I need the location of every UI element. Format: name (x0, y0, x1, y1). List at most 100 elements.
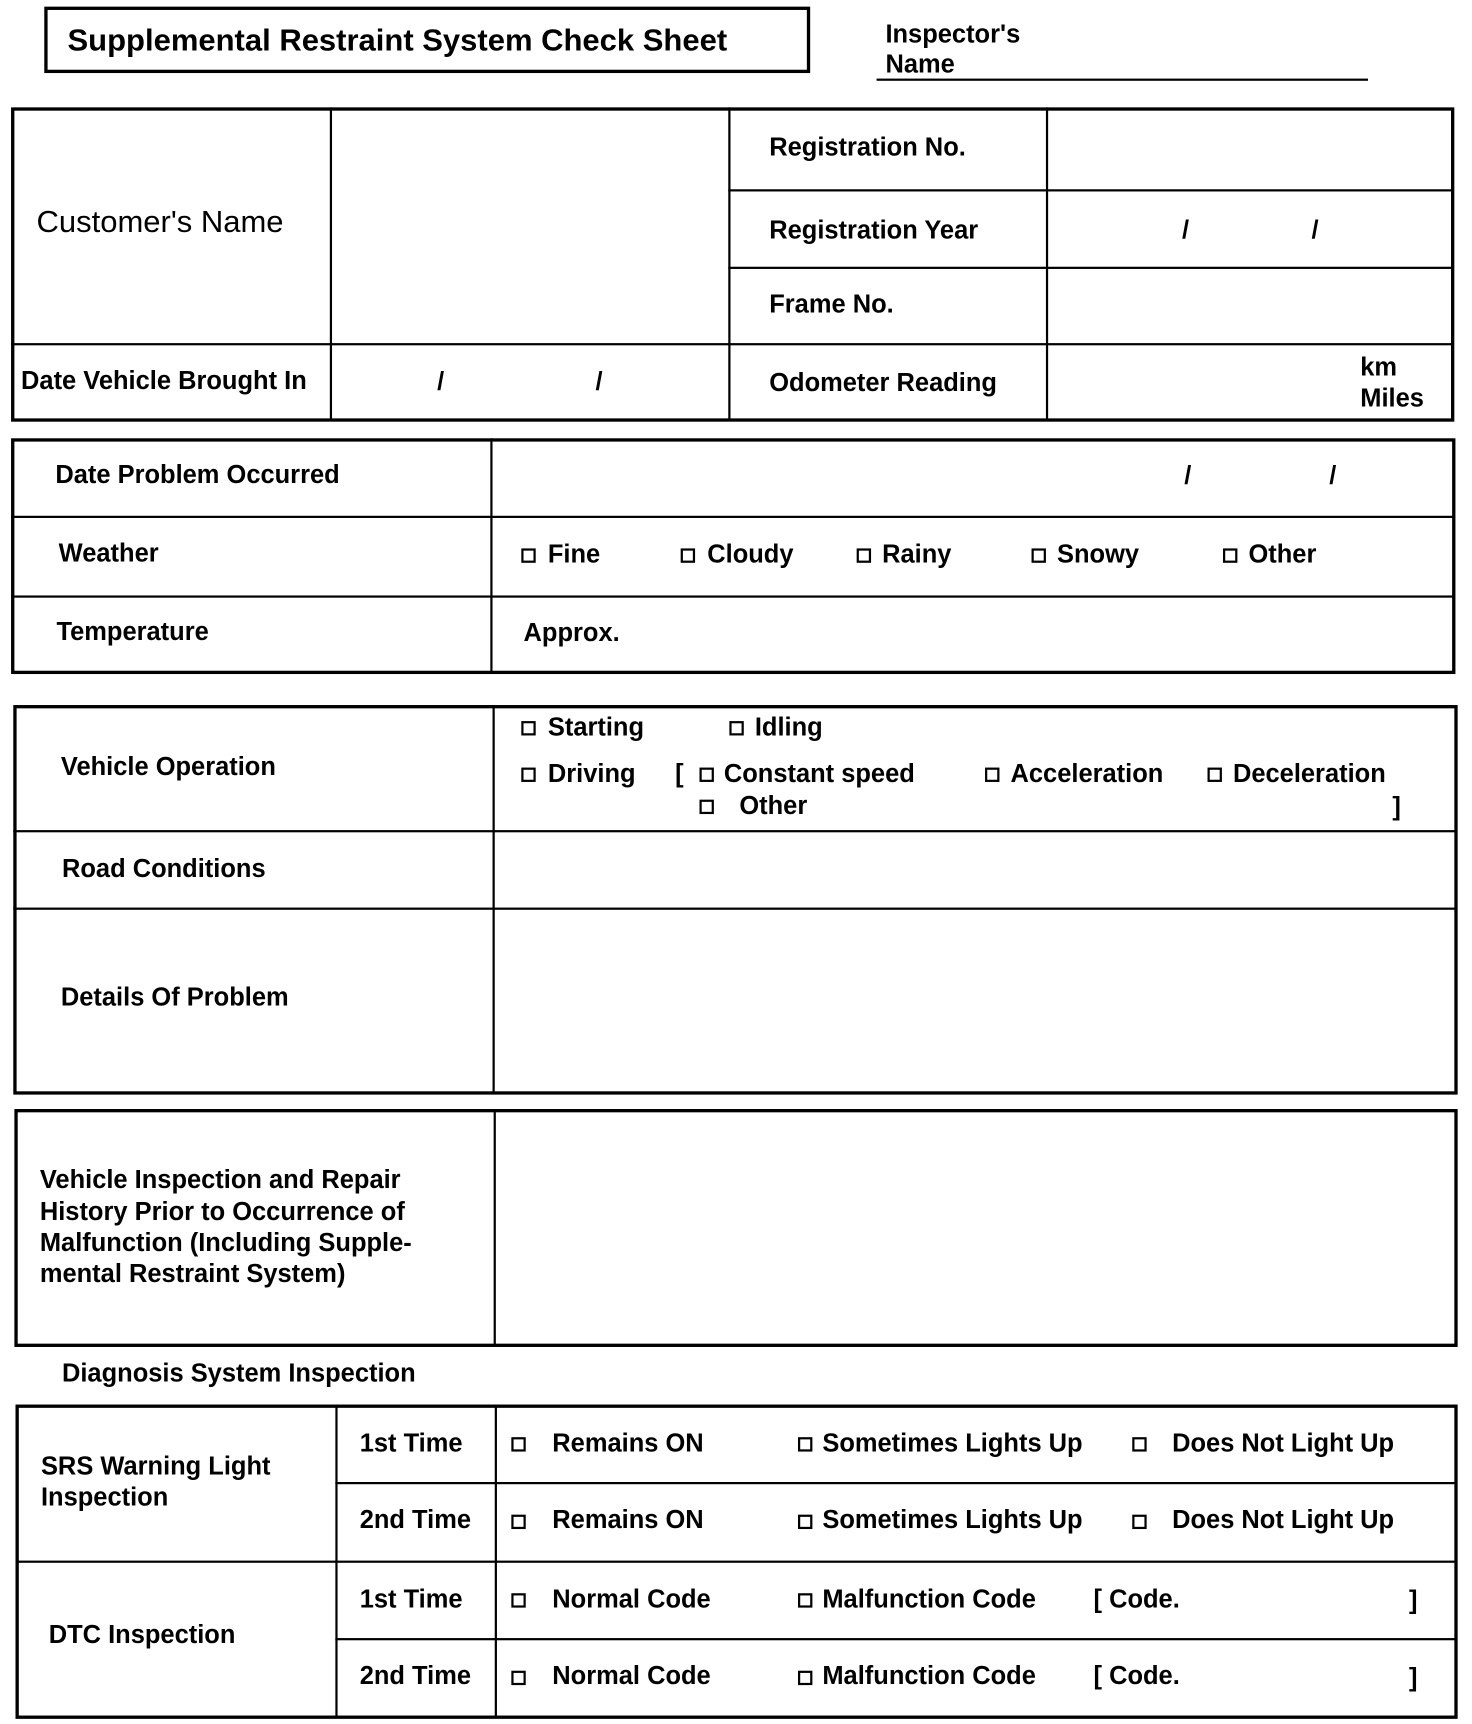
operation-other-option: Other (739, 790, 808, 820)
checkbox-does-not[interactable] (1132, 1437, 1147, 1452)
checkbox-does-not[interactable] (1132, 1514, 1147, 1530)
vehicle-info-table (11, 107, 1455, 422)
weather-cloudy: Cloudy (707, 539, 794, 569)
customer-name-label: Customer's Name (36, 204, 284, 239)
constant-speed-option: Constant speed (723, 758, 915, 788)
checkbox-driving[interactable] (521, 767, 536, 782)
deceleration-option: Deceleration (1232, 758, 1386, 788)
checkbox-rainy[interactable] (856, 548, 872, 563)
slash: / (1311, 215, 1319, 244)
checkbox-normal-code[interactable] (511, 1593, 526, 1608)
sometimes-lights-up: Sometimes Lights Up (822, 1504, 1083, 1534)
divider (492, 705, 495, 1094)
unit-km: km (1360, 352, 1398, 382)
inspector-label-2: Name (885, 49, 955, 78)
srs-first-time: 1st Time (359, 1428, 463, 1457)
close-bracket: ] (1408, 1662, 1418, 1692)
divider (493, 1109, 496, 1346)
slash: / (1184, 460, 1192, 490)
weather-label: Weather (58, 538, 159, 568)
srs-label-2: Inspection (40, 1482, 169, 1512)
dtc-second-time: 2nd Time (359, 1660, 471, 1690)
slash: / (1182, 215, 1190, 244)
frame-no-label: Frame No. (769, 289, 894, 319)
weather-fine: Fine (547, 539, 601, 569)
inspector-name-field[interactable] (876, 78, 1369, 81)
does-not-light-up: Does Not Light Up (1172, 1428, 1395, 1457)
checkbox-idling[interactable] (729, 721, 744, 736)
divider (13, 830, 1457, 833)
code-field[interactable]: [ Code. (1093, 1584, 1180, 1613)
starting-option: Starting (547, 712, 645, 741)
divider (335, 1482, 1457, 1485)
dtc-label: DTC Inspection (48, 1619, 236, 1649)
open-bracket: [ (675, 758, 684, 788)
page-title: Supplemental Restraint System Check Shee… (67, 22, 728, 58)
slash: / (595, 366, 603, 396)
remains-on: Remains ON (552, 1428, 704, 1457)
close-bracket: ] (1408, 1585, 1418, 1615)
divider (15, 1560, 1457, 1563)
date-occurred-label: Date Problem Occurred (55, 459, 340, 489)
date-brought-in-label: Date Vehicle Brought In (21, 365, 307, 395)
divider (335, 1638, 1457, 1641)
code-field[interactable]: [ Code. (1093, 1660, 1180, 1690)
odometer-label: Odometer Reading (769, 367, 997, 397)
registration-year-label: Registration Year (769, 215, 979, 244)
checkbox-normal-code[interactable] (511, 1670, 526, 1686)
history-label: History Prior to Occurrence of (39, 1196, 405, 1226)
history-label: mental Restraint System) (39, 1258, 346, 1288)
checkbox-remains-on[interactable] (511, 1437, 526, 1452)
remains-on: Remains ON (552, 1504, 704, 1534)
checkbox-malfunction-code[interactable] (798, 1670, 813, 1686)
acceleration-option: Acceleration (1010, 758, 1164, 788)
details-label: Details Of Problem (60, 982, 289, 1011)
operation-table (13, 705, 1458, 1095)
divider (329, 107, 333, 421)
checkbox-constant-speed[interactable] (699, 767, 714, 782)
sometimes-lights-up: Sometimes Lights Up (822, 1428, 1083, 1457)
checkbox-acceleration[interactable] (985, 767, 1000, 782)
divider (1045, 107, 1049, 421)
weather-snowy: Snowy (1056, 539, 1140, 569)
weather-other: Other (1248, 539, 1317, 569)
weather-rainy: Rainy (882, 539, 952, 569)
checkbox-other[interactable] (1223, 548, 1238, 563)
slash: / (437, 366, 445, 396)
registration-no-label: Registration No. (769, 132, 966, 161)
checkbox-fine[interactable] (521, 548, 536, 563)
divider (728, 189, 1454, 192)
slash: / (1329, 460, 1337, 490)
divider (13, 907, 1457, 910)
temperature-label: Temperature (56, 616, 209, 646)
approx-label: Approx. (523, 617, 620, 647)
checkbox-malfunction-code[interactable] (798, 1593, 813, 1608)
history-label: Malfunction (Including Supple- (39, 1227, 412, 1257)
divider (728, 107, 731, 421)
checkbox-snowy[interactable] (1031, 548, 1046, 563)
checkbox-cloudy[interactable] (680, 548, 696, 563)
srs-second-time: 2nd Time (359, 1504, 471, 1534)
checkbox-sometimes[interactable] (798, 1437, 813, 1452)
checkbox-deceleration[interactable] (1207, 767, 1222, 782)
divider (728, 266, 1454, 269)
history-table (14, 1109, 1458, 1347)
vehicle-operation-label: Vehicle Operation (60, 751, 276, 781)
close-bracket: ] (1392, 791, 1401, 821)
checkbox-sometimes[interactable] (798, 1514, 813, 1530)
normal-code: Normal Code (552, 1584, 711, 1613)
checkbox-operation-other[interactable] (699, 799, 714, 815)
srs-label: SRS Warning Light (40, 1451, 271, 1481)
dtc-first-time: 1st Time (359, 1584, 463, 1613)
checkbox-starting[interactable] (521, 721, 536, 736)
road-conditions-label: Road Conditions (61, 853, 266, 883)
divider (11, 515, 1455, 518)
problem-table (11, 438, 1456, 675)
idling-option: Idling (754, 712, 823, 741)
malfunction-code: Malfunction Code (822, 1660, 1036, 1690)
driving-option: Driving (547, 758, 636, 788)
diagnosis-title: Diagnosis System Inspection (61, 1358, 416, 1388)
normal-code: Normal Code (552, 1660, 711, 1690)
checkbox-remains-on[interactable] (511, 1514, 526, 1530)
